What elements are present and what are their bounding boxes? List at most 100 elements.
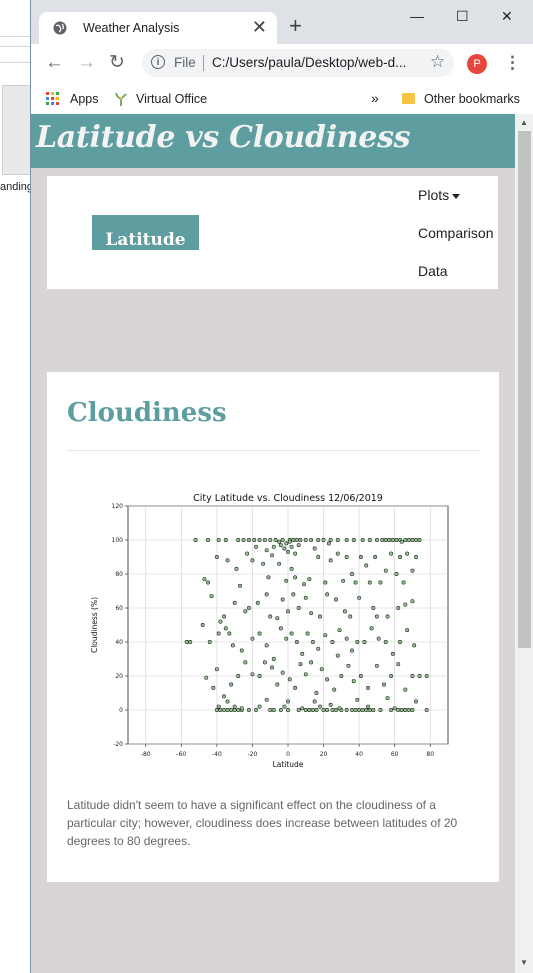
x-axis-label: Latitude: [273, 760, 304, 769]
divider: [67, 450, 480, 451]
vertical-scrollbar[interactable]: ▲ ▼: [515, 114, 533, 973]
page-title: Latitude vs Cloudiness: [36, 120, 411, 155]
scatter-point: [366, 704, 370, 709]
scatter-point: [350, 648, 354, 653]
desktop-background: anding: [0, 0, 30, 973]
scatter-point: [225, 558, 230, 563]
scatter-point: [351, 538, 356, 542]
file-scheme-label: File: [174, 55, 196, 70]
y-tick-label: 60: [115, 605, 123, 612]
x-tick-label: 20: [320, 751, 328, 758]
nav-data[interactable]: Data: [418, 263, 448, 279]
y-tick-label: 100: [112, 537, 124, 544]
scatter-point: [410, 674, 415, 678]
close-tab-icon[interactable]: ✕: [251, 17, 267, 37]
scatter-point: [353, 708, 358, 712]
star-icon[interactable]: ☆: [430, 52, 446, 71]
scatter-point: [300, 706, 305, 711]
url-text[interactable]: C:/Users/paula/Desktop/web-d...: [212, 55, 407, 70]
scatter-point: [284, 541, 289, 546]
scatter-point: [227, 631, 232, 636]
scatter-point: [399, 539, 404, 544]
scatter-point: [321, 708, 326, 712]
scatter-point: [350, 572, 354, 576]
menu-icon[interactable]: ⋮: [504, 53, 521, 72]
scatter-point: [262, 538, 267, 542]
apps-grid-icon[interactable]: [46, 92, 60, 106]
section-title: Cloudiness: [67, 398, 227, 428]
scatter-point: [403, 708, 408, 712]
maximize-button[interactable]: ☐: [456, 8, 469, 24]
scatter-point: [264, 643, 269, 648]
nav-plots-dropdown[interactable]: Plots: [418, 187, 461, 203]
scatter-point: [325, 677, 330, 682]
scatter-point: [291, 538, 296, 542]
scatter-point: [243, 609, 248, 614]
scatter-point: [376, 636, 381, 641]
scatter-point: [307, 708, 312, 712]
scatter-point: [271, 657, 276, 661]
scatter-point: [289, 566, 294, 571]
profile-avatar[interactable]: P: [467, 54, 487, 74]
bookmarks-overflow-button[interactable]: »: [371, 90, 379, 106]
scroll-up-arrow-icon[interactable]: ▲: [520, 118, 528, 127]
scatter-point: [382, 682, 386, 687]
bookmarks-bar: Apps Virtual Office » Other bookmarks: [31, 84, 533, 115]
reload-button[interactable]: ↻: [109, 52, 125, 73]
brand-link[interactable]: Latitude: [92, 215, 199, 250]
tab-weather-analysis[interactable]: Weather Analysis ✕: [39, 12, 277, 44]
scatter-point: [303, 538, 308, 542]
new-tab-button[interactable]: +: [289, 13, 302, 38]
scatter-point: [355, 640, 360, 644]
scatter-point: [284, 578, 289, 583]
bookmark-apps[interactable]: Apps: [70, 92, 99, 106]
scatter-point: [262, 660, 267, 665]
scatter-point: [289, 544, 294, 549]
scatter-point: [374, 663, 379, 668]
back-button[interactable]: ←: [45, 52, 64, 73]
scatter-point: [289, 631, 294, 636]
folder-icon: [402, 93, 415, 104]
scatter-point: [216, 704, 221, 709]
scatter-point: [282, 546, 287, 551]
bookmark-other[interactable]: Other bookmarks: [424, 92, 520, 106]
desktop-thumbnail: [2, 85, 30, 175]
scroll-down-arrow-icon[interactable]: ▼: [520, 958, 528, 967]
close-window-button[interactable]: ✕: [501, 8, 513, 24]
scatter-point: [366, 685, 370, 690]
scatter-point: [367, 580, 372, 585]
scatter-point: [261, 561, 266, 566]
nav-comparison[interactable]: Comparison: [418, 225, 494, 241]
scrollbar-thumb[interactable]: [518, 131, 531, 648]
navbar: Latitude Plots Comparison Data: [47, 176, 498, 289]
scatter-point: [207, 640, 212, 644]
scatter-point: [314, 691, 319, 695]
forward-button[interactable]: →: [77, 52, 96, 73]
scatter-point: [294, 538, 299, 542]
scatter-point: [309, 611, 314, 616]
scatter-point: [417, 538, 422, 542]
scatter-point: [412, 643, 417, 648]
scatter-point: [206, 580, 210, 585]
page-viewport: Latitude vs Cloudiness Latitude Plots Co…: [31, 114, 515, 973]
address-bar[interactable]: i File C:/Users/paula/Desktop/web-d... ☆: [142, 49, 454, 77]
scatter-point: [264, 592, 269, 597]
scatter-point: [216, 631, 221, 636]
scatter-point: [246, 606, 251, 610]
scatter-point: [399, 708, 404, 712]
bookmark-virtual-office[interactable]: Virtual Office: [136, 92, 208, 106]
minimize-button[interactable]: —: [410, 8, 424, 24]
scatter-point: [334, 597, 338, 602]
scatter-point: [232, 704, 237, 709]
info-icon[interactable]: i: [151, 55, 165, 69]
scatter-point: [316, 538, 321, 542]
omnibox-divider: [203, 55, 204, 71]
scatter-point: [214, 555, 219, 559]
scatter-point: [344, 708, 349, 712]
scatter-point: [270, 665, 274, 670]
scatter-point: [387, 538, 392, 542]
scatter-point: [328, 538, 333, 542]
scatter-point: [373, 555, 378, 559]
scatter-point: [204, 675, 209, 680]
scatter-point: [332, 687, 337, 692]
